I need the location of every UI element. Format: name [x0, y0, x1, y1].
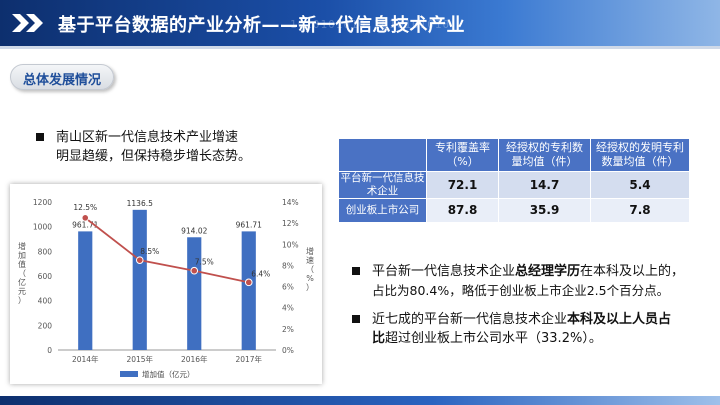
y2-tick-label: 0% [282, 346, 294, 355]
bullet-growth: 南山区新一代信息技术产业增速 明显趋缓，但保持稳步增长态势。 [36, 128, 296, 166]
line-value-label: 8.5% [140, 247, 159, 256]
table-header-row: 专利覆盖率（%） 经授权的专利数量均值（件） 经授权的发明专利数量均值（件） [338, 138, 690, 172]
table-row: 创业板上市公司 87.8 35.9 7.8 [338, 198, 690, 223]
y2-axis-title: 增速（%） [306, 246, 314, 292]
table-row-label: 创业板上市公司 [338, 198, 427, 223]
growth-chart: 0 200 400 600 800 1000 1200 0% 2% 4% 6% 8% 10% 12% 14%… [18, 198, 314, 379]
header-binary-decoration: 1010101010 1010101010 [290, 18, 451, 31]
table-header-coverage: 专利覆盖率（%） [426, 138, 499, 172]
y-tick-label: 800 [38, 247, 53, 256]
x-tick-label: 2015年 [126, 354, 153, 364]
header-banner: 1010101010 1010101010 基于平台数据的产业分析——新一代信息… [0, 0, 720, 46]
line-point [244, 278, 253, 287]
bullet-staff-education: 近七成的平台新一代信息技术企业本科及以上人员占 比超过创业板上市公司水平（33.… [352, 310, 714, 348]
y2-tick-label: 6% [282, 283, 294, 292]
bar [241, 231, 256, 350]
x-tick-label: 2016年 [181, 354, 208, 364]
bar-value-label: 1136.5 [127, 199, 153, 208]
bar-value-label: 914.02 [181, 226, 207, 235]
y2-tick-label: 14% [282, 198, 299, 207]
bullet-square-icon [36, 133, 44, 141]
table-header-patent-mean: 经授权的专利数量均值（件） [498, 138, 591, 172]
legend-swatch [120, 371, 138, 377]
y-tick-label: 0 [47, 346, 52, 355]
table-cell: 7.8 [590, 198, 690, 223]
bullet-bold-text: 本科及以上人员占 [567, 312, 672, 327]
bullet-square-icon [352, 315, 360, 323]
page-title: 基于平台数据的产业分析——新一代信息技术产业 [58, 15, 465, 36]
y2-tick-label: 10% [282, 240, 299, 249]
bullet-text: 在本科及以上的， [580, 264, 685, 279]
line-point [190, 266, 199, 275]
growth-line [84, 217, 249, 284]
table-header-invention-mean: 经授权的发明专利数量均值（件） [590, 138, 690, 172]
bullet-growth-line1: 南山区新一代信息技术产业增速 [56, 130, 239, 145]
chart-card: 0 200 400 600 800 1000 1200 0% 2% 4% 6% 8% 10% 12% 14%… [10, 184, 322, 384]
section-tab: 总体发展情况 [10, 64, 114, 90]
line-value-label: 12.5% [73, 203, 97, 212]
y-tick-label: 200 [38, 321, 53, 330]
line-point [135, 256, 144, 264]
y-axis-title: 增加值（亿元） [18, 241, 26, 305]
table-cell: 14.7 [498, 171, 591, 199]
table-row-label: 平台新一代信息技术企业 [338, 171, 427, 199]
bullet-text: 占比为80.4%，略低于创业板上市企业2.5个百分点。 [372, 283, 670, 298]
section-tab-label: 总体发展情况 [22, 73, 101, 88]
bar [78, 231, 93, 350]
bar-value-label: 961.71 [72, 220, 98, 229]
line-value-label: 7.5% [195, 258, 214, 267]
table-cell: 87.8 [426, 198, 499, 223]
bar-value-label: 961.71 [236, 220, 262, 229]
y2-tick-label: 12% [282, 219, 299, 228]
bullet-text: 超过创业板上市公司水平（33.2%）。 [385, 331, 602, 346]
table-cell: 72.1 [426, 171, 499, 199]
legend-label: 增加值（亿元） [142, 369, 195, 379]
patent-table: 专利覆盖率（%） 经授权的专利数量均值（件） 经授权的发明专利数量均值（件） 平… [338, 138, 690, 223]
table-header-corner [338, 138, 427, 172]
line-point [81, 214, 90, 222]
bullet-bold-text: 比 [372, 331, 386, 346]
bullet-manager-education: 平台新一代信息技术企业总经理学历在本科及以上的， 占比为80.4%，略低于创业板… [352, 262, 714, 300]
bullet-square-icon [352, 267, 360, 275]
x-tick-label: 2017年 [235, 354, 262, 364]
table-cell: 5.4 [590, 171, 690, 199]
y-tick-label: 600 [38, 272, 53, 281]
bullet-text: 平台新一代信息技术企业 [372, 264, 516, 279]
y-tick-label: 1200 [33, 198, 52, 207]
footer-bar [0, 396, 720, 405]
bullet-text: 近七成的平台新一代信息技术企业 [372, 312, 568, 327]
y2-tick-label: 8% [282, 261, 294, 270]
bullet-growth-line2: 明显趋缓，但保持稳步增长态势。 [56, 149, 252, 164]
double-chevron-icon [12, 14, 43, 32]
table-row: 平台新一代信息技术企业 72.1 14.7 5.4 [338, 171, 690, 199]
x-tick-label: 2014年 [72, 354, 99, 364]
header-divider [0, 46, 720, 49]
y2-tick-label: 4% [282, 304, 294, 313]
bar [187, 237, 202, 350]
y-tick-label: 400 [38, 297, 53, 306]
bullet-bold-text: 总经理学历 [515, 264, 581, 279]
line-value-label: 6.4% [251, 269, 270, 278]
y-tick-label: 1000 [33, 223, 52, 232]
table-cell: 35.9 [498, 198, 591, 223]
y2-tick-label: 2% [282, 325, 294, 334]
bar [132, 209, 147, 350]
